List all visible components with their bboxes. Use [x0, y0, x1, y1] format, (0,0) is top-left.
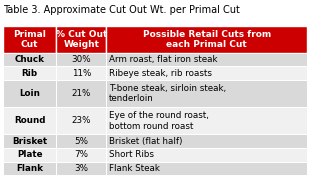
Text: Chuck: Chuck — [15, 55, 45, 64]
Bar — [3, 107, 56, 135]
Bar — [56, 107, 106, 135]
Bar — [106, 107, 307, 135]
Text: Round: Round — [14, 116, 46, 125]
Bar — [3, 53, 56, 66]
Text: Short Ribs: Short Ribs — [109, 150, 154, 159]
Bar — [56, 135, 106, 148]
Bar — [106, 80, 307, 107]
Text: Arm roast, flat iron steak: Arm roast, flat iron steak — [109, 55, 217, 64]
Text: Brisket: Brisket — [12, 137, 47, 146]
Bar — [3, 162, 56, 175]
Text: Rib: Rib — [22, 69, 38, 78]
Bar — [106, 53, 307, 66]
Text: T-bone steak, sirloin steak,
tenderloin: T-bone steak, sirloin steak, tenderloin — [109, 84, 226, 103]
Bar — [106, 162, 307, 175]
Bar — [3, 148, 56, 162]
Bar — [56, 53, 106, 66]
Bar — [106, 26, 307, 53]
Text: 5%: 5% — [74, 137, 88, 146]
Text: Eye of the round roast,
bottom round roast: Eye of the round roast, bottom round roa… — [109, 111, 209, 131]
Bar — [56, 66, 106, 80]
Bar — [56, 80, 106, 107]
Bar — [56, 26, 106, 53]
Text: 7%: 7% — [74, 150, 88, 159]
Bar — [106, 148, 307, 162]
Text: Ribeye steak, rib roasts: Ribeye steak, rib roasts — [109, 69, 212, 78]
Text: Possible Retail Cuts from
each Primal Cut: Possible Retail Cuts from each Primal Cu… — [143, 30, 271, 49]
Text: 23%: 23% — [72, 116, 91, 125]
Text: Brisket (flat half): Brisket (flat half) — [109, 137, 182, 146]
Bar — [56, 148, 106, 162]
Bar — [56, 162, 106, 175]
Text: Flank: Flank — [16, 164, 43, 173]
Text: Loin: Loin — [19, 89, 40, 98]
Text: Plate: Plate — [17, 150, 42, 159]
Bar — [3, 26, 56, 53]
Bar — [3, 80, 56, 107]
Text: Table 3. Approximate Cut Out Wt. per Primal Cut: Table 3. Approximate Cut Out Wt. per Pri… — [3, 5, 240, 15]
Text: % Cut Out
Weight: % Cut Out Weight — [55, 30, 107, 49]
Text: 21%: 21% — [72, 89, 91, 98]
Bar — [106, 135, 307, 148]
Text: 3%: 3% — [74, 164, 88, 173]
Text: 30%: 30% — [72, 55, 91, 64]
Bar — [3, 66, 56, 80]
Text: 11%: 11% — [72, 69, 91, 78]
Bar — [106, 66, 307, 80]
Text: Primal
Cut: Primal Cut — [13, 30, 46, 49]
Bar — [3, 135, 56, 148]
Text: Flank Steak: Flank Steak — [109, 164, 160, 173]
